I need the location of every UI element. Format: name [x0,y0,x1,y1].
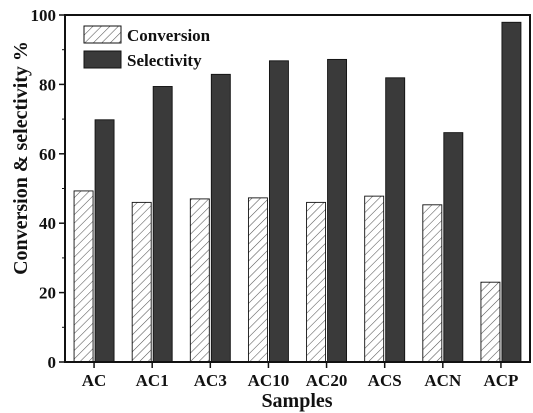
bar-conversion-ac3 [189,198,210,363]
bar-selectivity-ac10 [268,60,289,363]
bar-conversion-ac10 [247,197,268,363]
x-axis-title: Samples [261,390,332,412]
x-tick-label: AC3 [194,371,227,390]
legend-label-conversion: Conversion [127,26,211,45]
y-axis-title: Conversion & selectivity % [10,41,32,275]
x-tick-label: ACS [368,371,402,390]
y-tick-label: 80 [39,75,56,94]
legend-swatch-selectivity [83,50,122,69]
bar-conversion-ac1 [131,201,152,363]
bar-conversion-ac [73,190,94,363]
bar-conversion-acp [480,281,501,363]
y-axis: 0 20 40 60 80 100 [31,6,65,372]
bar-conversion-acn [422,204,443,363]
x-tick-label: AC20 [306,371,348,390]
x-tick-label: ACN [424,371,462,390]
y-tick-label: 20 [39,284,56,303]
y-tick-label: 0 [48,353,57,372]
y-tick-label: 40 [39,214,56,233]
x-tick-label: AC1 [136,371,169,390]
bar-selectivity-acs [385,77,406,363]
bar-selectivity-ac3 [210,73,231,363]
legend-swatch-conversion [83,25,122,44]
y-tick-label: 100 [31,6,57,25]
legend: Conversion Selectivity [83,25,211,70]
bar-selectivity-acn [443,132,464,363]
y-tick-label: 60 [39,145,56,164]
x-tick-label: ACP [483,371,518,390]
bars-group [73,21,522,363]
legend-label-selectivity: Selectivity [127,51,202,70]
bar-selectivity-ac20 [327,58,348,363]
bar-selectivity-ac [94,119,115,363]
x-axis: AC AC1 AC3 AC10 AC20 ACS ACN ACP [82,362,518,390]
bar-conversion-ac20 [306,201,327,363]
bar-selectivity-ac1 [152,86,173,363]
x-tick-label: AC [82,371,107,390]
x-tick-label: AC10 [248,371,290,390]
bar-selectivity-acp [501,21,522,363]
bar-conversion-acs [364,195,385,363]
